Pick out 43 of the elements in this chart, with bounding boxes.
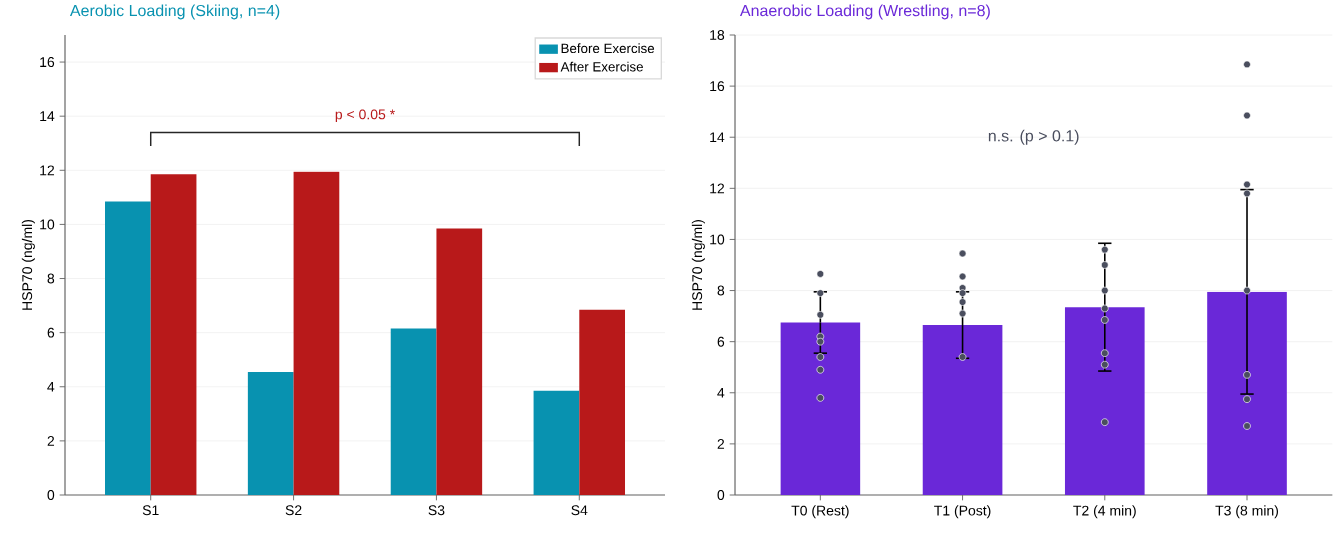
- y-tick-label: 14: [710, 132, 725, 143]
- bar: [150, 174, 197, 495]
- x-tick-label: T0 (Rest): [791, 505, 849, 519]
- y-tick-label: 10: [40, 219, 55, 230]
- x-tick-label: T2 (4 min): [1073, 505, 1136, 519]
- y-axis-title: HSP70 (ng/ml): [21, 220, 35, 310]
- legend-label: Before Exercise: [561, 43, 655, 54]
- y-tick-label: 0: [717, 490, 725, 500]
- chart-title: Anaerobic Loading (Wrestling, n=8): [739, 4, 990, 20]
- bar: [579, 309, 626, 495]
- x-tick-label: T1 (Post): [934, 505, 991, 519]
- y-tick-label: 4: [47, 381, 55, 392]
- y-tick-label: 2: [47, 436, 55, 446]
- y-tick-label: 16: [40, 57, 55, 68]
- x-tick-label: S4: [571, 505, 588, 516]
- y-tick-label: 6: [717, 336, 725, 347]
- y-axis-title: HSP70 (ng/ml): [691, 220, 705, 310]
- y-tick-label: 2: [717, 439, 725, 449]
- bar: [390, 328, 437, 495]
- bar: [436, 228, 483, 495]
- x-tick-label: T3 (8 min): [1215, 505, 1279, 519]
- y-tick-label: 12: [710, 183, 725, 194]
- y-tick-label: 10: [710, 234, 725, 245]
- y-tick-label: 8: [47, 273, 55, 284]
- annotation: n.s. (p > 0.1): [988, 129, 1079, 145]
- x-tick-label: S2: [285, 505, 302, 516]
- legend-label: After Exercise: [560, 61, 643, 72]
- y-tick-label: 16: [710, 81, 725, 92]
- y-tick-label: 14: [40, 111, 55, 121]
- bar: [533, 390, 580, 495]
- x-tick-label: S3: [428, 505, 445, 516]
- y-tick-label: 12: [40, 165, 55, 176]
- y-tick-label: 18: [710, 30, 725, 40]
- bar: [293, 171, 340, 495]
- y-tick-label: 8: [717, 285, 725, 296]
- bar: [247, 371, 294, 495]
- y-tick-label: 6: [47, 327, 55, 338]
- y-tick-label: 4: [717, 387, 725, 398]
- x-tick-label: S1: [142, 505, 159, 516]
- annotation: p < 0.05 *: [335, 109, 395, 123]
- bar: [105, 201, 151, 495]
- chart-title: Aerobic Loading (Skiing, n=4): [69, 4, 280, 20]
- y-tick-label: 0: [47, 490, 55, 500]
